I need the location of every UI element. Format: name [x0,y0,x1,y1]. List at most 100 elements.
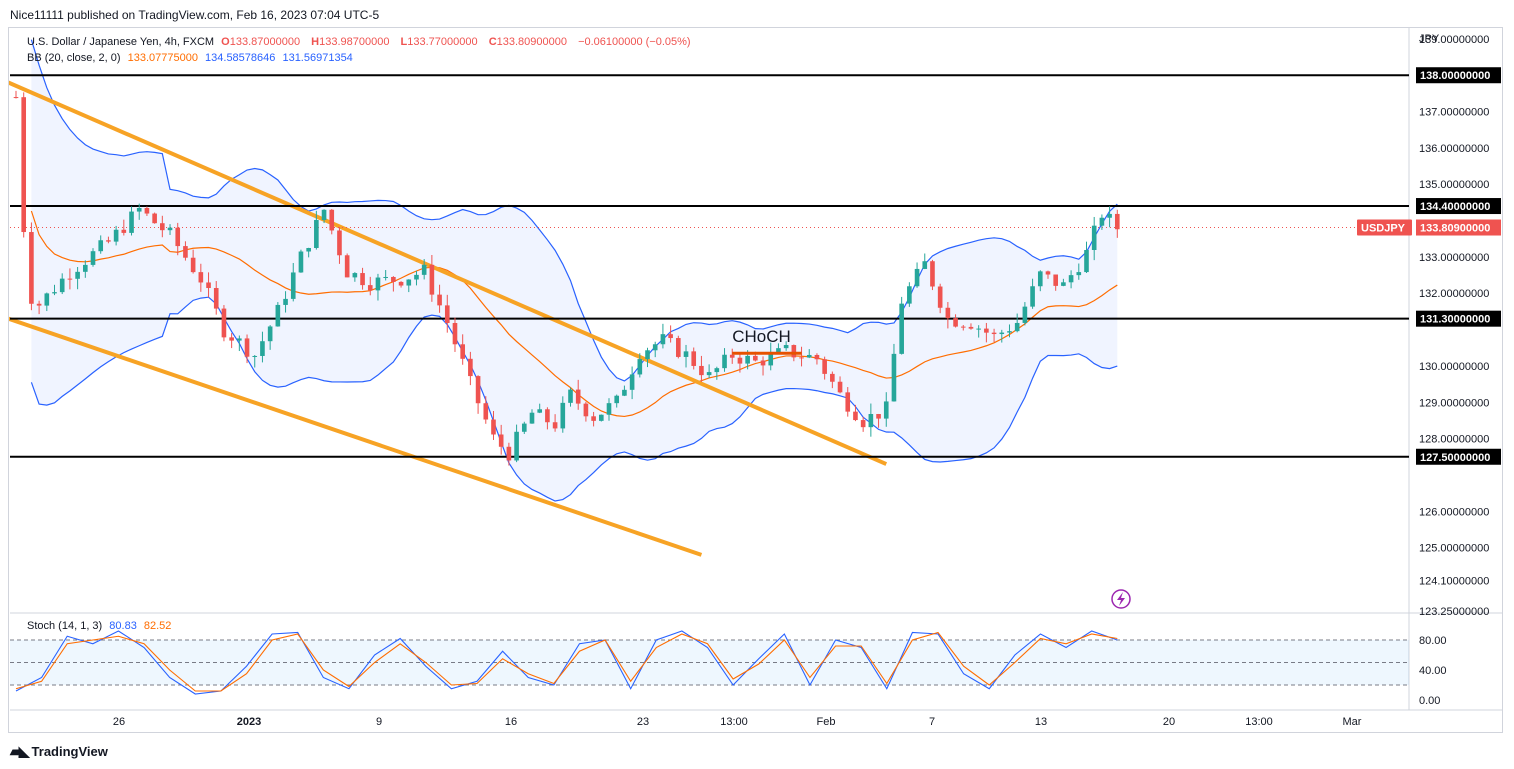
candle [853,404,858,422]
candle [937,283,943,314]
tradingview-brand[interactable]: ▰◣ TradingView [10,743,108,760]
lightning-icon [1111,589,1131,609]
candle-body [729,354,735,358]
candle-body [314,220,319,249]
candle-body [853,411,858,421]
candle-body [460,344,465,359]
candle [545,407,550,430]
candle [830,371,835,389]
candle [1014,313,1020,333]
time-tick-label: 7 [929,716,935,728]
chart-frame[interactable]: CHoCH 139.00000000 137.00000000 136.0000000… [8,27,1503,733]
candle [244,334,250,364]
candle [845,387,851,417]
candle [891,343,897,402]
candle [529,409,535,424]
publisher-line: Nice11111 published on TradingView.com, … [10,8,380,22]
candle [1053,274,1058,291]
candle-body [267,326,273,342]
candle [860,416,866,432]
candle-body [1076,272,1082,276]
ohlc-low: L133.77000000 [400,36,478,48]
candle-body [899,303,904,354]
candle [768,342,774,371]
candle [1076,263,1082,280]
candle [922,253,928,270]
candle [152,212,157,224]
candle [652,341,658,358]
price-tick-label: 129.00000000 [1419,397,1489,409]
candle-body [876,414,881,419]
candle-body [1068,275,1074,283]
candle [714,366,720,380]
candle [144,206,150,216]
bb-lower-value: 131.56971354 [282,52,353,64]
candle [537,403,543,414]
level-price-box [1416,67,1501,84]
candle-body [907,286,912,304]
candle-body [344,255,350,278]
candle [367,276,373,296]
bb-basis-line [30,210,1118,418]
candle-body [606,403,612,415]
last-price-label: 133.80900000 [1420,223,1490,235]
candle-body [206,282,211,289]
time-tick-label: 16 [505,716,517,728]
candle-body [722,354,727,369]
candle-body [106,240,111,242]
candle-body [414,274,419,280]
time-tick-label: 13:00 [720,716,748,728]
candle-body [98,240,104,252]
candle [36,300,42,315]
candle [552,414,558,432]
symbol-legend: U.S. Dollar / Japanese Yen, 4h, FXCM O13… [27,36,695,48]
level-price-box [1416,310,1501,327]
candle [290,262,296,302]
candle-body [753,355,758,361]
candle-body [406,279,412,286]
candle-body [190,257,196,273]
candle [668,325,673,343]
candle-body [1014,322,1020,332]
candle [984,322,989,343]
candle-body [745,355,750,364]
candle-body [352,273,358,278]
candle-body [1053,274,1058,286]
level-price-label: 134.40000000 [1420,201,1490,213]
ohlc-open: O133.87000000 [221,36,301,48]
candle-body [552,422,558,429]
time-tick-label: 26 [113,716,125,728]
candle-body [791,345,797,358]
candle-body [837,381,843,393]
candle [360,267,365,290]
candle-body [629,374,635,390]
candle [868,403,874,437]
price-chart[interactable]: CHoCH 139.00000000 137.00000000 136.0000000… [9,28,1502,732]
candle-body [290,272,296,299]
candle [1007,324,1012,338]
candle-body [90,251,96,265]
candle-body [167,227,173,231]
candle [437,284,442,313]
candle-body [1007,331,1012,333]
ohlc-high: H133.98700000 [311,36,390,48]
price-tick-label: 136.00000000 [1419,143,1489,155]
candle [883,392,889,427]
candle-body [444,305,450,323]
candle [683,344,689,368]
candle [90,248,96,267]
candle [59,273,65,295]
candle [190,249,196,274]
candle [475,375,481,414]
candle [706,364,712,379]
candle-body [991,332,997,335]
candle [1099,214,1105,230]
channel-upper-line [9,80,888,466]
bb-upper-line [30,39,1118,382]
time-tick-label: 13 [1035,716,1047,728]
candle-body [483,403,489,420]
candle-body [537,409,543,413]
candle-body [475,376,481,404]
candle [106,236,111,244]
candle [29,222,34,311]
